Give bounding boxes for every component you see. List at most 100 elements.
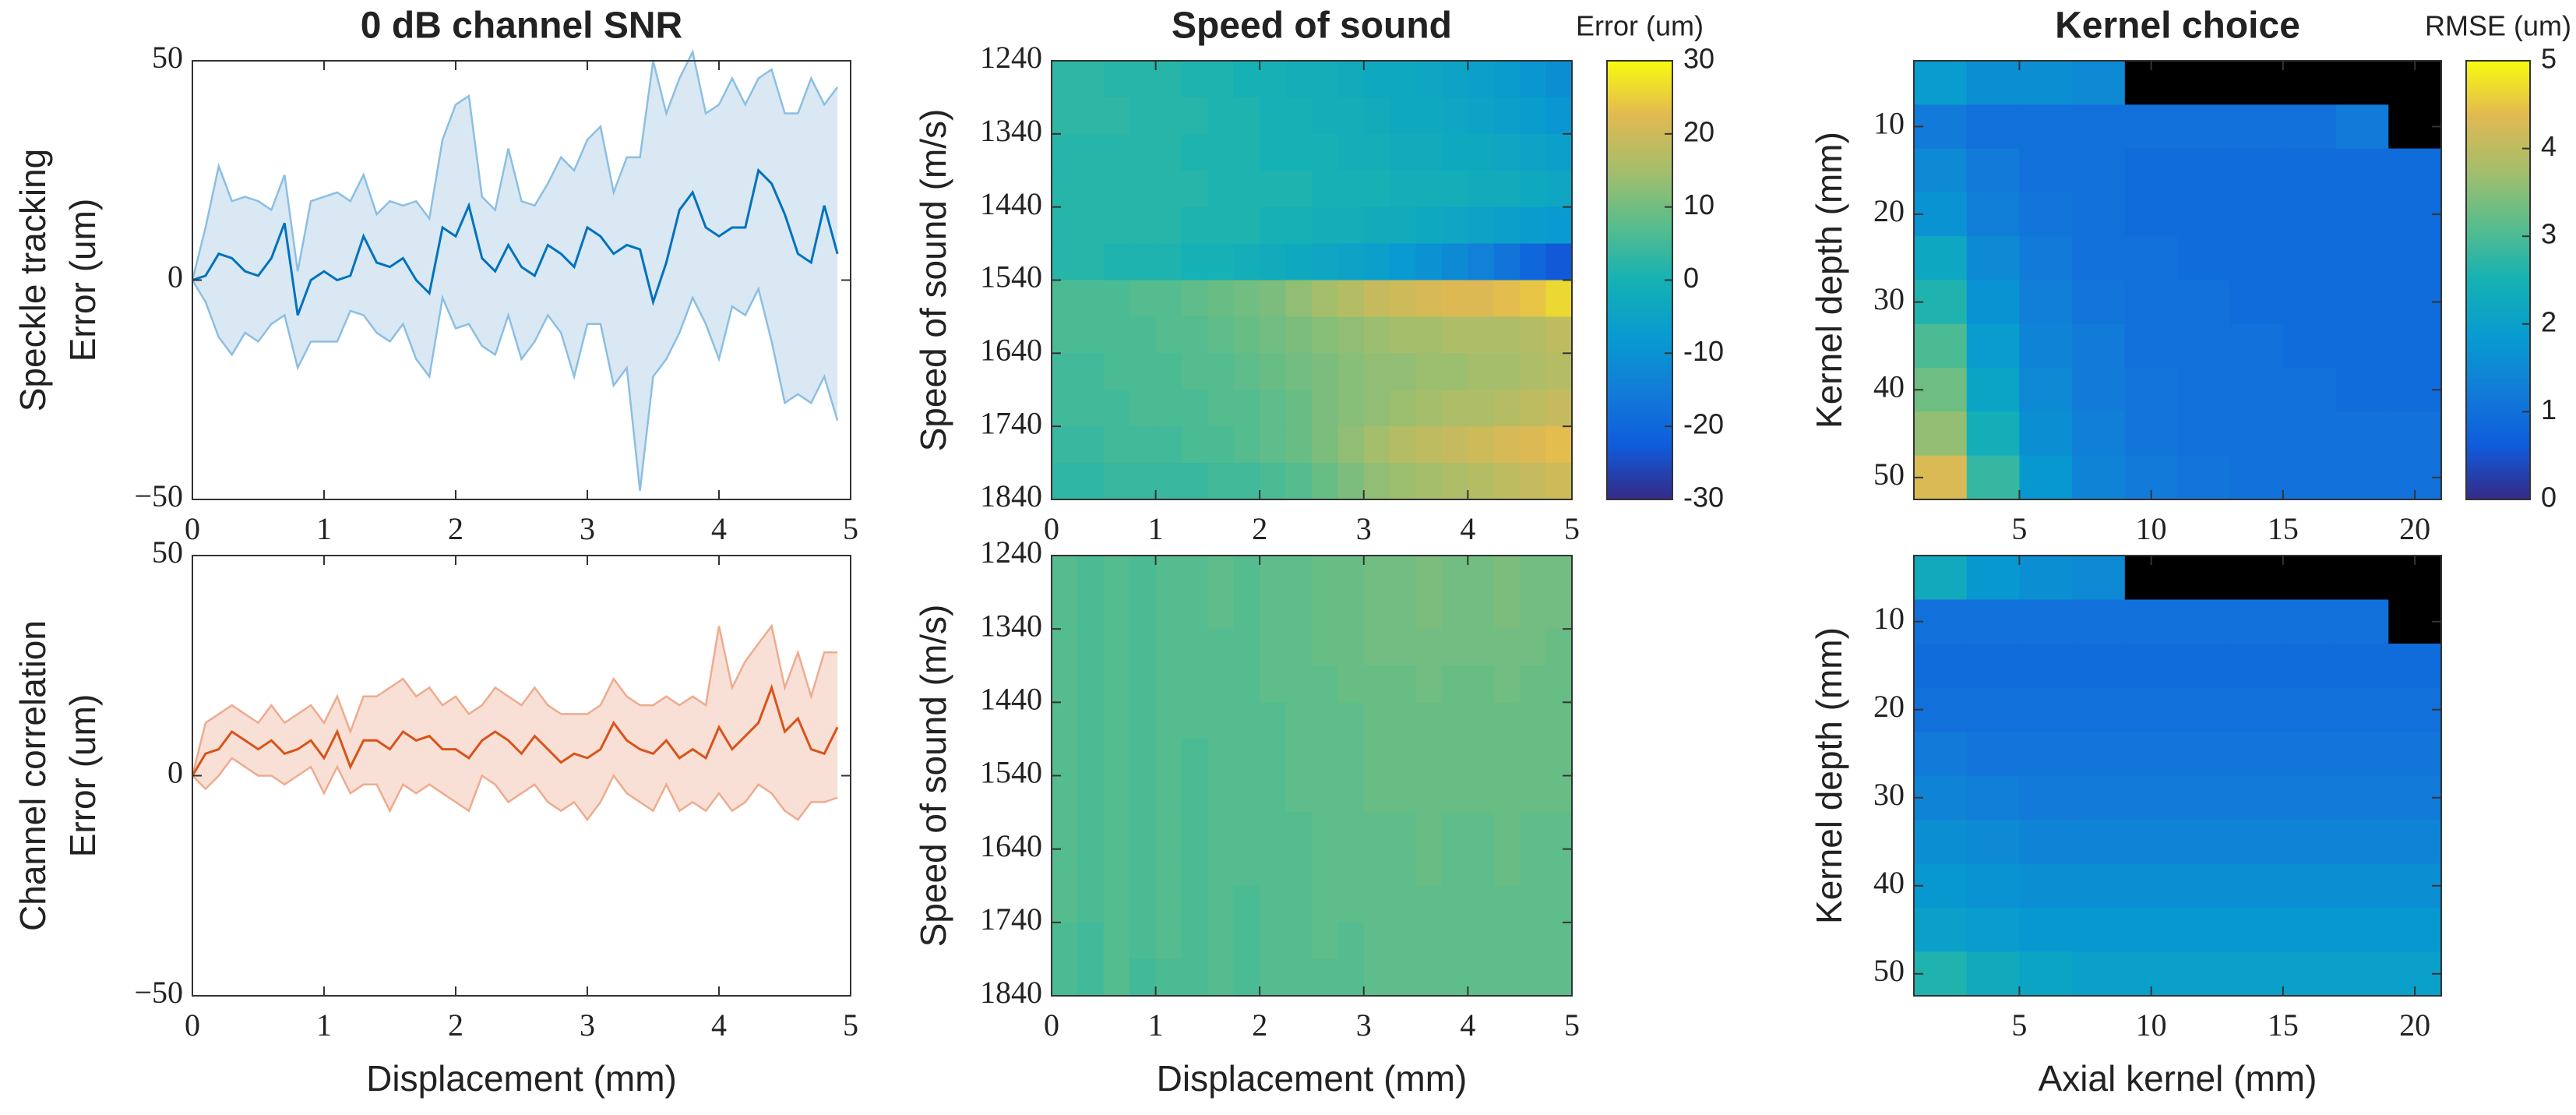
heatmap-cell — [1182, 280, 1208, 318]
heatmap-cell — [1077, 243, 1105, 281]
heatmap-cell — [2335, 732, 2389, 777]
heatmap-cell — [1390, 592, 1417, 630]
heatmap-cell — [1182, 97, 1208, 135]
heatmap-cell — [1337, 97, 1365, 135]
heatmap-cell — [1260, 629, 1287, 666]
heatmap-cell — [1966, 148, 2020, 193]
heatmap-cell — [2019, 732, 2073, 777]
colorbar — [2465, 60, 2531, 500]
x-tick-label: 2 — [1252, 1007, 1267, 1043]
heatmap-cell — [2230, 455, 2284, 500]
colorbar-tick-label: 4 — [2541, 130, 2557, 162]
heatmap-cell — [1285, 97, 1313, 135]
x-tick-label: 4 — [1460, 1007, 1475, 1043]
heatmap-cell — [1155, 463, 1182, 500]
heatmap-cell — [1545, 61, 1573, 98]
heatmap-cell — [1337, 775, 1365, 813]
heatmap-cell — [1337, 280, 1365, 318]
heatmap-cell — [1233, 316, 1260, 354]
heatmap-cell — [1129, 133, 1157, 171]
heatmap-cell — [1312, 206, 1338, 245]
heatmap-cell — [1077, 556, 1105, 593]
heatmap-cell — [1493, 316, 1521, 354]
heatmap-cell — [1545, 97, 1573, 135]
heatmap-cell — [1493, 170, 1521, 208]
heatmap-cell — [1260, 812, 1287, 850]
heatmap-cell — [1260, 353, 1287, 390]
heatmap-cell — [2072, 644, 2126, 689]
heatmap-cell — [1077, 463, 1105, 500]
heatmap-cell — [1363, 665, 1390, 703]
colorbar — [1606, 60, 1673, 500]
heatmap-cell — [1545, 775, 1573, 813]
heatmap-cell — [1390, 922, 1417, 960]
heatmap-cell — [1233, 390, 1260, 427]
heatmap-cell — [1182, 133, 1208, 171]
heatmap-cell — [1442, 629, 1468, 666]
heatmap-cell — [2282, 951, 2337, 997]
heatmap-cell — [2230, 908, 2284, 953]
heatmap-cell — [1155, 556, 1182, 593]
heatmap-cell — [1363, 775, 1390, 813]
heatmap-cell — [1415, 556, 1443, 593]
heatmap-cell — [2124, 863, 2179, 909]
heatmap-cell — [2230, 411, 2284, 457]
heatmap-cell — [1182, 739, 1208, 777]
y-tick-label: 10 — [1873, 601, 1905, 636]
heatmap-cell — [2072, 556, 2126, 601]
heatmap-cell — [1155, 958, 1182, 997]
heatmap-cell — [2388, 236, 2442, 281]
heatmap-cell — [1077, 390, 1105, 427]
heatmap-cell — [1129, 316, 1157, 354]
heatmap-cell — [1966, 411, 2020, 457]
heatmap-cell — [2177, 280, 2231, 325]
heatmap-cell — [1312, 280, 1338, 318]
heatmap-cell — [1077, 739, 1105, 777]
heatmap-cell — [1129, 665, 1157, 703]
heatmap-cell — [1337, 463, 1365, 500]
heatmap-cell — [1285, 849, 1313, 887]
heatmap-cell — [1155, 280, 1182, 318]
heatmap-cell — [1520, 885, 1547, 923]
heatmap-cell — [1363, 463, 1390, 500]
heatmap-cell — [1914, 820, 1968, 865]
heatmap-cell — [1545, 592, 1573, 630]
heatmap-cell — [1442, 812, 1468, 850]
heatmap-cell — [1260, 463, 1287, 500]
heatmap-cell — [1285, 353, 1313, 390]
y-axis-label: Error (um) — [62, 199, 103, 362]
heatmap-cell — [1052, 629, 1078, 666]
heatmap-cell — [1545, 665, 1573, 703]
heatmap-cell — [2335, 104, 2389, 150]
heatmap-cell — [1415, 702, 1443, 740]
heatmap-cell — [2072, 192, 2126, 237]
y-axis-label: Error (um) — [62, 694, 103, 858]
heatmap-cell — [1312, 739, 1338, 777]
heatmap-cell — [2230, 104, 2284, 150]
heatmap-cell — [1966, 820, 2020, 865]
heatmap-cell — [2124, 820, 2179, 865]
heatmap-cell — [1337, 133, 1365, 171]
heatmap-cell — [1207, 61, 1235, 98]
heatmap-cell — [2124, 192, 2179, 237]
heatmap-cell — [2282, 732, 2337, 777]
heatmap-cell — [1468, 702, 1495, 740]
heatmap-cell — [1233, 463, 1260, 500]
heatmap-cell — [1545, 353, 1573, 390]
heatmap-cell — [1468, 556, 1495, 593]
heatmap-cell — [2019, 820, 2073, 865]
heatmap-cell — [2019, 236, 2073, 281]
heatmap-cell — [1103, 958, 1130, 997]
heatmap-cell — [1468, 206, 1495, 245]
heatmap-cell — [1914, 411, 1968, 457]
heatmap-cell — [1207, 170, 1235, 208]
heatmap-cell — [1285, 243, 1313, 281]
y-tick-label: 20 — [1873, 689, 1905, 724]
heatmap-cell — [1182, 170, 1208, 208]
heatmap-cell — [2072, 687, 2126, 732]
heatmap-cell — [2230, 687, 2284, 732]
heatmap-cell — [1545, 133, 1573, 171]
heatmap-cell — [1233, 592, 1260, 630]
heatmap-cell — [1233, 922, 1260, 960]
heatmap-cell — [1520, 353, 1547, 390]
